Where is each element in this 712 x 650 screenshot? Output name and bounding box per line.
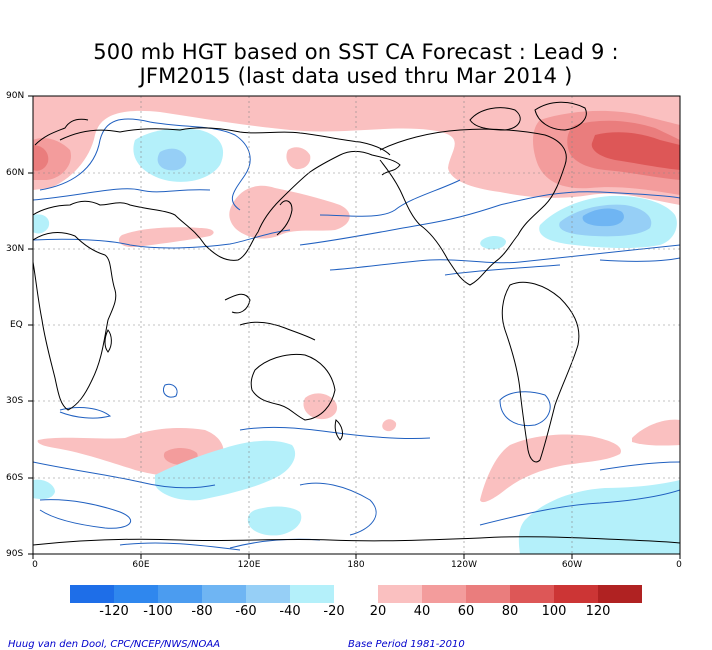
coastline-japan: [276, 200, 293, 236]
coastline-scandinavia: [34, 118, 89, 146]
negative-anomaly-southern-ocean-2: [247, 506, 302, 536]
lat-label-30s: 30S: [6, 396, 24, 406]
footer-credit: Huug van den Dool, CPC/NCEP/NWS/NOAA: [8, 639, 221, 650]
contour-line: [119, 542, 241, 551]
coastline-australia: [250, 353, 336, 421]
lon-label-120w: 120W: [450, 560, 478, 570]
negative-anomaly-small-atlantic: [480, 235, 506, 250]
colorbar-label: 60: [457, 604, 475, 619]
lat-label-90s: 90S: [6, 549, 24, 559]
lon-label-180: 180: [347, 560, 365, 570]
colorbar-label: -100: [143, 604, 173, 619]
coastline-new-zealand: [334, 419, 344, 441]
coastline-africa: [33, 232, 117, 411]
positive-anomaly-small: [382, 419, 397, 432]
lat-label-60s: 60S: [6, 473, 24, 483]
contour-line: [39, 499, 132, 529]
lon-label-60e: 60E: [132, 560, 150, 570]
lat-label-90n: 90N: [6, 91, 25, 101]
contour-line: [329, 244, 680, 271]
contour-line: [239, 426, 431, 440]
contour-line: [479, 489, 680, 526]
axis-ticks: [28, 95, 681, 559]
positive-anomaly-south-atlantic: [632, 419, 680, 446]
positive-anomaly-80: [591, 132, 680, 170]
negative-anomaly-atlantic-60: [582, 208, 624, 227]
colorbar-label: -40: [279, 604, 301, 619]
coastline-indochina: [224, 293, 251, 314]
colorbar-label: -20: [323, 604, 345, 619]
lon-label-120e: 120E: [237, 560, 261, 570]
colorbar-swatch-pos-100: [554, 585, 598, 603]
coastline-north-america: [379, 128, 567, 286]
map-title-line1: 500 mb HGT based on SST CA Forecast : Le…: [93, 40, 619, 64]
contour-line: [319, 179, 461, 217]
contour-line: [162, 383, 178, 398]
lat-label-30n: 30N: [6, 244, 25, 254]
positive-anomaly-japan: [229, 185, 350, 239]
contour-line: [599, 257, 680, 262]
lon-label-0: 0: [32, 560, 38, 570]
positive-anomaly-south-pacific: [480, 434, 621, 503]
graticule: [33, 96, 680, 554]
colorbar-swatch-pos-80: [510, 585, 554, 603]
contour-line: [33, 229, 291, 249]
positive-anomaly-siberia: [286, 147, 311, 170]
positive-anomaly-60-west: [33, 145, 49, 171]
coastline-eurasia-north: [59, 127, 391, 156]
colorbar-label: -60: [235, 604, 257, 619]
lat-label-60n: 60N: [6, 168, 25, 178]
colorbar-label: 100: [541, 604, 567, 619]
negative-anomaly-siberia-core: [157, 148, 187, 171]
contour-lines: [33, 118, 680, 551]
contour-line: [39, 118, 251, 211]
coastline-south-america: [501, 281, 580, 463]
colorbar-label: -80: [191, 604, 213, 619]
coastlines: [33, 101, 680, 546]
colorbar-swatch-neg-100: [114, 585, 158, 603]
map-title-line2: JFM2015 (last data used thru Mar 2014 ): [139, 64, 573, 88]
colorbar-swatch-neg-120: [70, 585, 114, 603]
colorbar-swatch-pos-120: [598, 585, 642, 603]
negative-anomaly-southern-ocean: [155, 440, 296, 501]
negative-anomaly-west-edge: [33, 214, 50, 234]
colorbar-label: 120: [585, 604, 611, 619]
contour-line: [299, 482, 377, 536]
footer-base-period: Base Period 1981-2010: [348, 639, 465, 650]
contour-line: [599, 461, 680, 471]
coastline-arctic-islands: [469, 107, 521, 131]
contour-line: [33, 461, 216, 489]
contour-line: [444, 264, 561, 276]
colorbar-swatch-pos-20: [378, 585, 422, 603]
lon-label-60w: 60W: [561, 560, 583, 570]
contour-line: [33, 188, 211, 201]
coastline-indonesia: [239, 321, 316, 341]
positive-anomaly-asia-band: [118, 227, 214, 248]
coastline-antarctica: [33, 536, 680, 546]
colorbar-swatch-neg-60: [202, 585, 246, 603]
colorbar-label: 40: [413, 604, 431, 619]
contour-line: [299, 191, 680, 246]
colorbar-swatch-neg-40: [246, 585, 290, 603]
colorbar-label: -120: [99, 604, 129, 619]
coastline-greenland: [534, 101, 587, 131]
coastline-eurasia-south: [33, 150, 401, 261]
negative-anomaly-southwest-edge: [33, 479, 55, 500]
coastline-madagascar: [104, 329, 112, 353]
colorbar-swatch-neg-80: [158, 585, 202, 603]
lat-label-eq: EQ: [10, 320, 23, 330]
lon-label-0-east: 0: [676, 560, 682, 570]
colorbar-swatch-pos-40: [422, 585, 466, 603]
anomaly-shading: [33, 96, 680, 554]
colorbar-swatch-neg-20: [290, 585, 334, 603]
positive-anomaly-tasman: [303, 393, 338, 420]
colorbar-label: 20: [369, 604, 387, 619]
contour-line: [59, 407, 112, 419]
colorbar-swatch-pos-60: [466, 585, 510, 603]
colorbar-label: 80: [501, 604, 519, 619]
